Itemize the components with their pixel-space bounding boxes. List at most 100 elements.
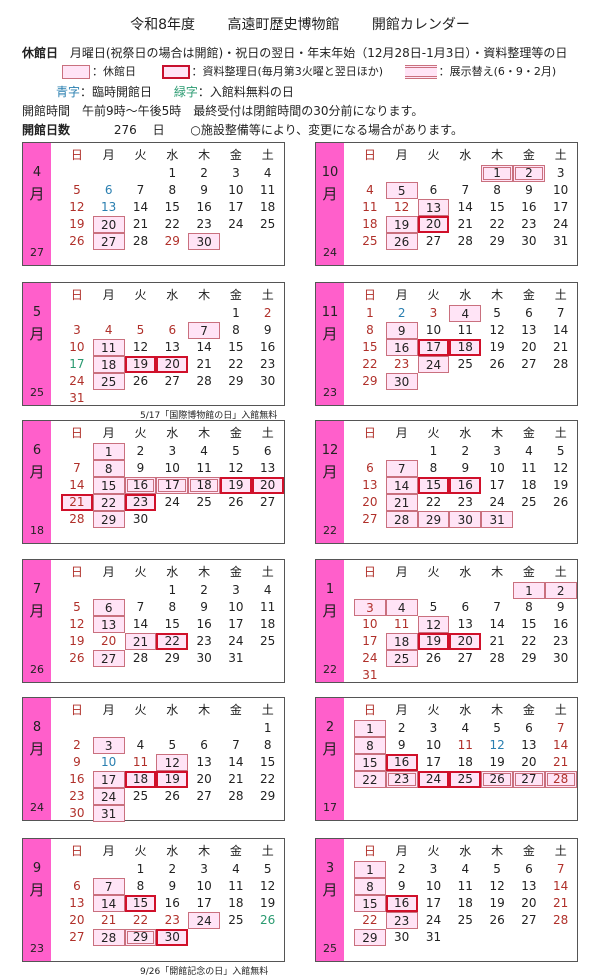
day-cell: 17 <box>362 634 378 648</box>
day-cell: 2 <box>397 862 406 876</box>
weekday-header: 水 <box>459 426 472 440</box>
month-open-days: 27 <box>30 246 44 259</box>
month-number: 8 <box>32 720 42 735</box>
weekday-header: 水 <box>459 288 472 302</box>
day-cell: 26 <box>69 651 85 665</box>
month-box-5: 5 月 25 日月火水木金土 1 2 3 4 5 6 7 8 9 10 11 12 13 14 15 16 17 18 19… <box>22 282 285 406</box>
month-open-days: 25 <box>30 386 44 399</box>
day-cell: 21 <box>228 772 244 786</box>
day-cell: 3 <box>493 444 501 458</box>
day-cell: 22 <box>132 913 149 927</box>
weekday-header: 水 <box>166 288 179 302</box>
month-open-days: 22 <box>323 663 337 676</box>
weekday-header: 金 <box>522 703 535 717</box>
day-cell: 19 <box>220 477 252 494</box>
month-suffix: 月 <box>29 463 45 481</box>
weekday-header: 水 <box>459 703 472 717</box>
day-cell: 21 <box>124 633 157 650</box>
day-cell: 14 <box>553 879 569 893</box>
day-cell: 24 <box>417 356 450 373</box>
day-cell: 25 <box>92 373 125 390</box>
day-cell: 11 <box>362 200 378 214</box>
day-cell: 3 <box>429 862 438 876</box>
day-cell: 1 <box>429 444 438 458</box>
month-number: 11 <box>321 305 339 320</box>
day-cell: 28 <box>544 771 577 788</box>
day-cell: 8 <box>429 461 438 475</box>
day-cell: 17 <box>69 357 85 371</box>
weekday-header: 金 <box>522 565 535 579</box>
weekday-header: 月 <box>395 288 408 302</box>
day-cell: 8 <box>263 738 272 752</box>
day-cell: 26 <box>228 495 244 509</box>
day-cell: 28 <box>228 789 244 803</box>
day-cell: 6 <box>104 183 113 197</box>
day-cell: 29 <box>521 651 537 665</box>
weekday-header: 木 <box>491 148 504 162</box>
day-cell: 9 <box>525 183 533 197</box>
day-cell: 10 <box>425 323 442 337</box>
day-cell: 5 <box>493 306 501 320</box>
day-cell: 1 <box>136 862 145 876</box>
day-cell: 20 <box>156 356 189 373</box>
day-cell: 8 <box>168 600 177 614</box>
weekday-header: 火 <box>134 703 147 717</box>
day-cell: 21 <box>553 340 569 354</box>
weekday-header: 月 <box>102 288 115 302</box>
weekday-header: 金 <box>522 148 535 162</box>
weekday-header: 土 <box>261 288 274 302</box>
day-cell: 28 <box>385 511 418 528</box>
legend-resource-swatch <box>161 65 190 79</box>
day-cell: 8 <box>493 183 501 197</box>
day-cell: 7 <box>556 721 565 735</box>
day-cell: 2 <box>168 862 177 876</box>
weekday-header: 火 <box>427 565 440 579</box>
day-cell: 24 <box>164 495 180 509</box>
day-cell: 25 <box>457 913 473 927</box>
day-cell: 30 <box>449 511 482 528</box>
legend-closed-text: ：休館日 <box>92 65 136 78</box>
day-cell: 23 <box>457 495 473 509</box>
weekday-header: 日 <box>70 844 83 858</box>
day-cell: 29 <box>228 374 244 388</box>
day-cell: 4 <box>525 444 533 458</box>
day-cell: 19 <box>553 478 569 492</box>
day-cell: 7 <box>556 862 565 876</box>
day-cell: 2 <box>544 582 577 599</box>
day-cell: 11 <box>457 323 473 337</box>
day-cell: 14 <box>92 895 125 912</box>
day-cell: 15 <box>92 477 125 494</box>
day-cell: 20 <box>521 755 537 769</box>
month-box-10: 10 月 24 日月火水木金土 1 2 3 4 5 6 7 8 9 10 11 12 13 14 15 16 17 18 1… <box>315 142 578 266</box>
day-cell: 17 <box>425 755 442 769</box>
day-cell: 17 <box>228 617 244 631</box>
day-cell: 19 <box>69 634 85 648</box>
day-cell: 4 <box>263 166 272 180</box>
day-cell: 15 <box>521 617 537 631</box>
day-cell: 23 <box>553 634 569 648</box>
day-cell: 29 <box>354 929 386 946</box>
day-cell: 4 <box>449 305 482 322</box>
day-cell: 6 <box>168 323 177 337</box>
museum-name: 高遠町歴史博物館 <box>227 17 340 33</box>
weekday-header: 火 <box>427 288 440 302</box>
month-suffix: 月 <box>29 740 45 758</box>
day-cell: 6 <box>525 306 533 320</box>
change-notice: ○施設整備等により、変更になる場合があります。 <box>190 123 463 137</box>
day-cell: 19 <box>417 633 450 650</box>
day-cell: 19 <box>156 771 189 788</box>
weekday-header: 水 <box>166 844 179 858</box>
day-cell: 17 <box>489 478 505 492</box>
day-cell: 20 <box>196 772 212 786</box>
day-cell: 1 <box>366 306 374 320</box>
day-cell: 8 <box>366 323 374 337</box>
month-open-days: 23 <box>30 942 44 955</box>
weekday-header: 火 <box>134 426 147 440</box>
month-label-strip: 10 月 24 <box>316 143 344 265</box>
green-label: 緑字 <box>173 85 198 99</box>
day-cell: 8 <box>168 183 177 197</box>
day-cell: 11 <box>228 879 244 893</box>
day-cell: 28 <box>92 929 125 946</box>
legend: ：休館日 ：資料整理日(毎月第3火曜と翌日ほか) ：展示替え(6・9・2月) <box>48 63 556 79</box>
